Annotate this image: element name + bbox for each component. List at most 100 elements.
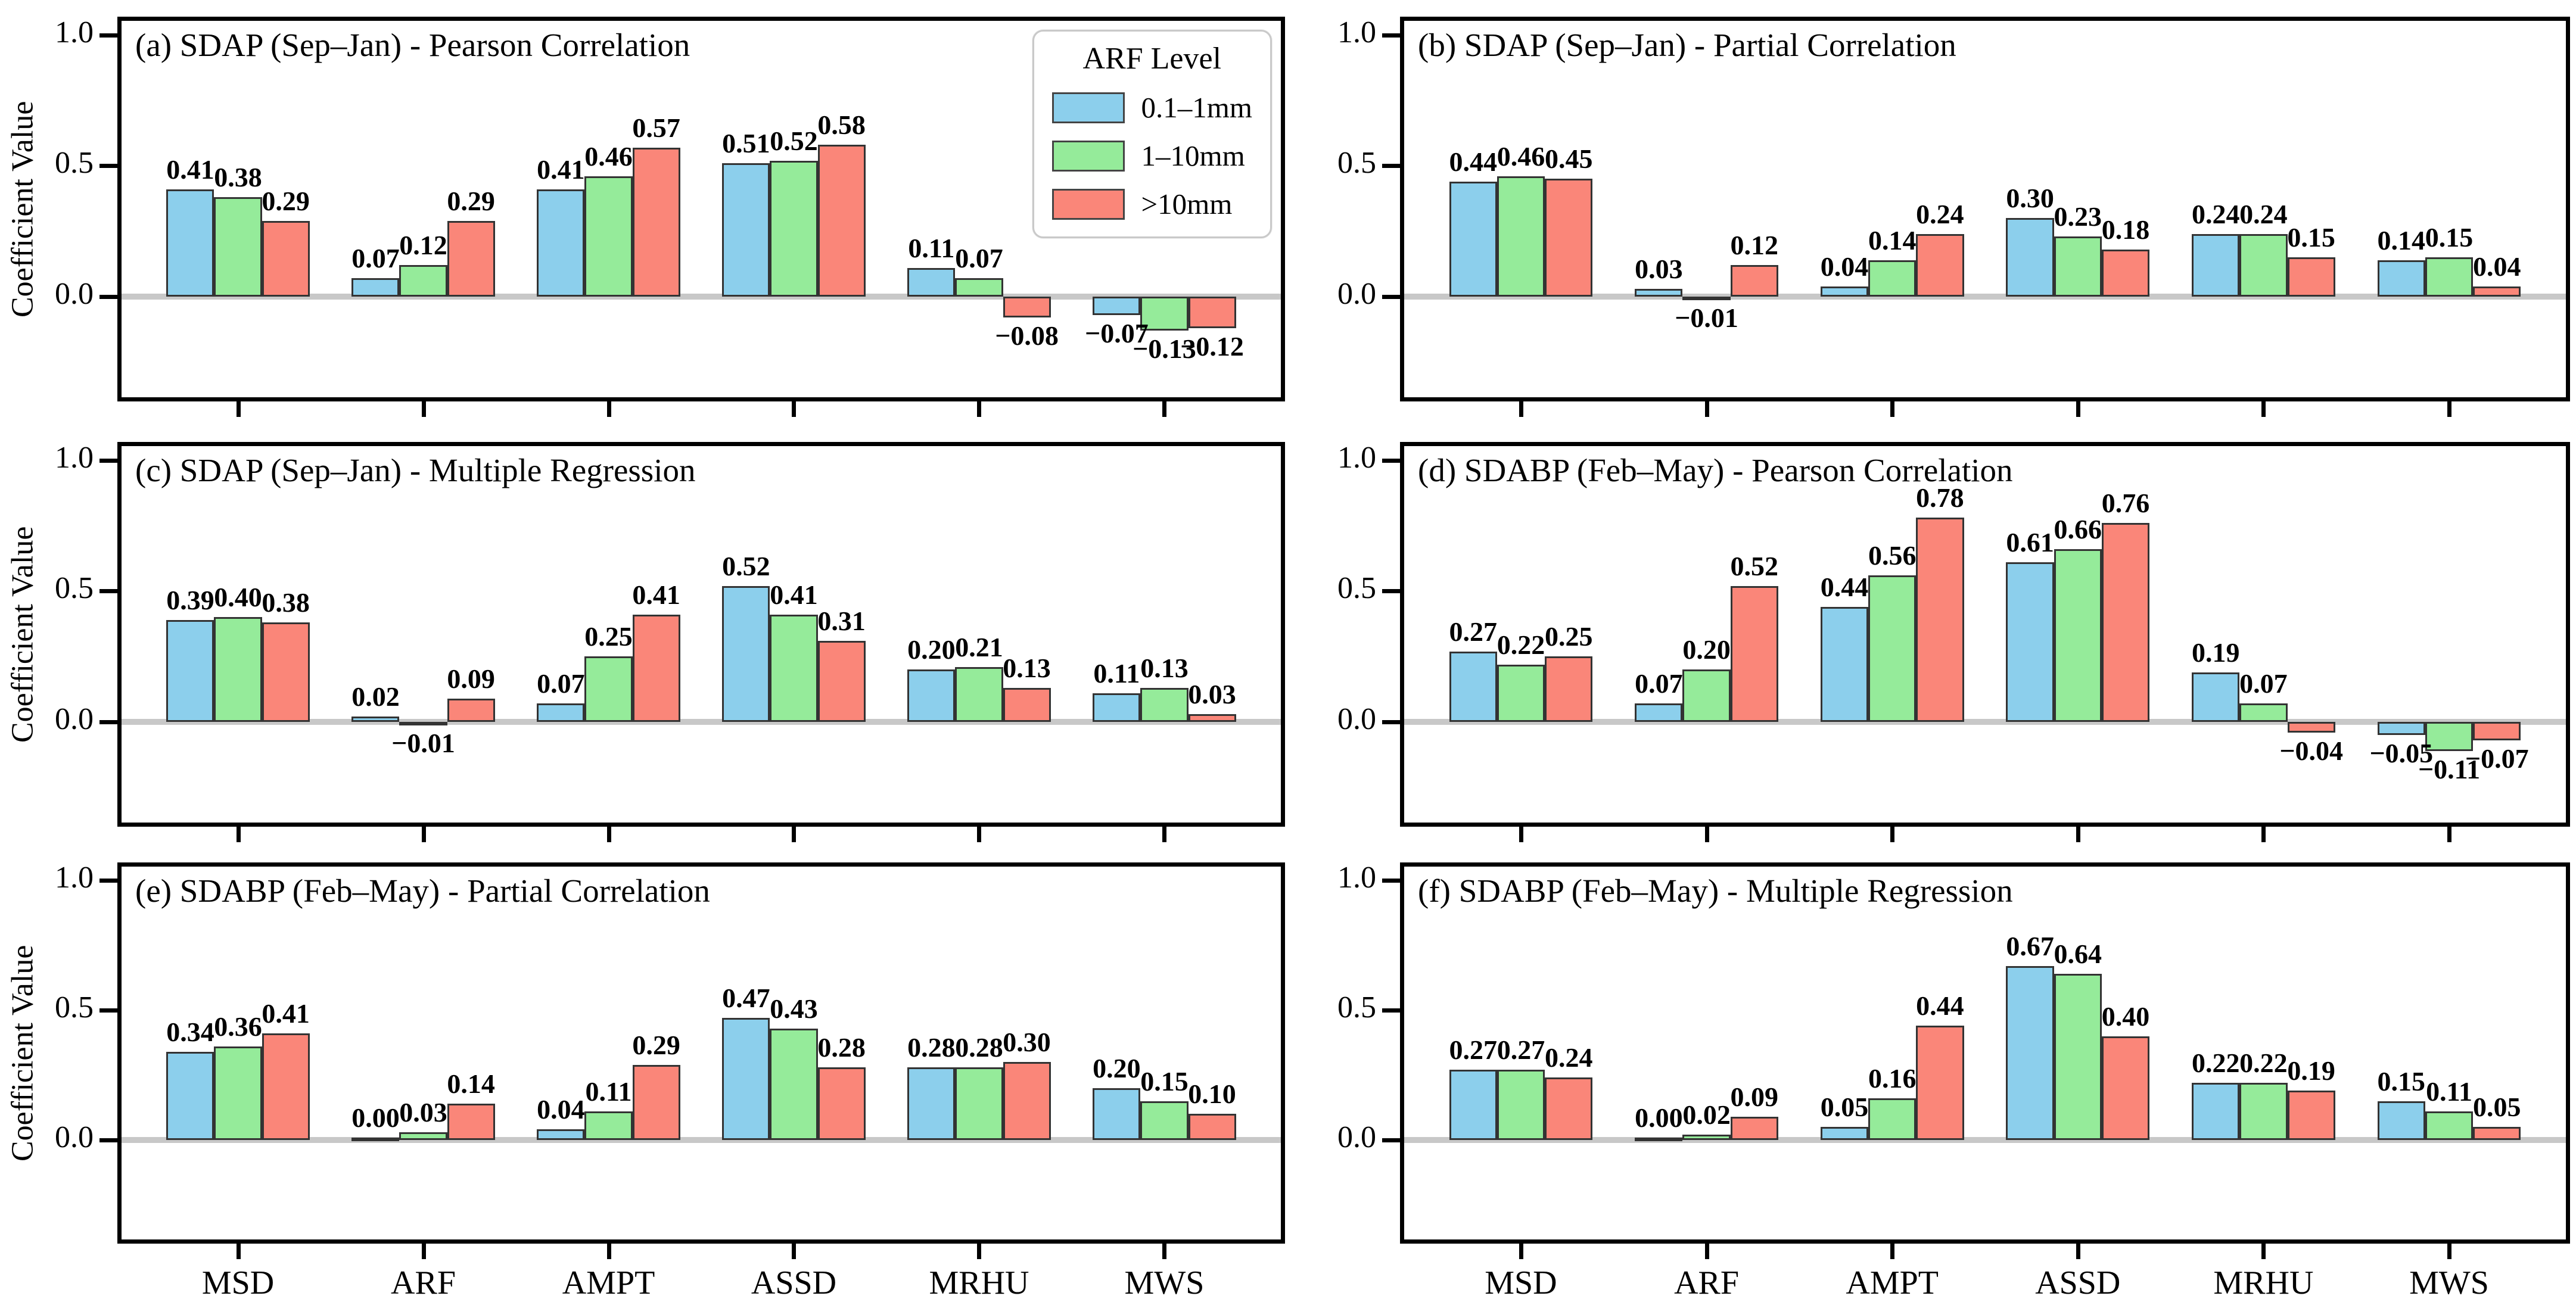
y-tick-mark: [99, 1138, 117, 1142]
bar: [214, 197, 262, 297]
bar: [166, 1051, 214, 1140]
zero-line: [1400, 719, 2570, 725]
x-tick-mark: [977, 401, 982, 417]
bar-value-label: 0.15: [1140, 1066, 1189, 1097]
bar: [214, 617, 262, 722]
bar-value-label: 0.52: [770, 125, 818, 156]
zero-line: [117, 294, 1285, 300]
x-tick-mark: [236, 827, 241, 842]
bar: [632, 1064, 680, 1140]
bar: [2101, 1036, 2150, 1140]
bar-value-label: 0.14: [1868, 225, 1917, 256]
bar-value-label: 0.11: [908, 232, 955, 263]
bar-value-label: 0.05: [1820, 1092, 1869, 1123]
bar: [1635, 703, 1683, 722]
x-tick-mark: [1162, 827, 1167, 842]
bar: [1093, 297, 1141, 315]
y-tick-label: 0.5: [55, 571, 94, 606]
bar: [2054, 236, 2102, 297]
bar-value-label: 0.27: [1449, 616, 1497, 647]
bar: [632, 615, 680, 722]
bar-value-label: 0.14: [447, 1068, 495, 1099]
legend-swatch-icon: [1051, 188, 1125, 220]
zero-line: [117, 1136, 1285, 1143]
bar-value-label: 0.21: [955, 631, 1003, 662]
bar: [1188, 297, 1236, 328]
bar: [1916, 518, 1964, 722]
x-tick-mark: [977, 827, 982, 842]
y-tick-label: 1.0: [55, 440, 94, 475]
bar-value-label: 0.44: [1916, 990, 1964, 1021]
bar: [1140, 297, 1189, 331]
y-tick-label: 0.0: [1337, 1120, 1376, 1154]
bar-value-label: 0.03: [399, 1097, 447, 1127]
bar-value-label: 0.02: [1682, 1099, 1731, 1130]
bar: [262, 622, 310, 722]
y-tick-mark: [99, 458, 117, 463]
y-tick-mark: [99, 164, 117, 169]
bar: [1682, 297, 1731, 301]
y-tick-mark: [1382, 458, 1400, 463]
y-tick-mark: [99, 720, 117, 725]
bar-value-label: 0.13: [1140, 653, 1189, 684]
bar: [2287, 1091, 2335, 1140]
x-tick-mark: [2076, 1244, 2080, 1259]
bar-value-label: 0.38: [214, 162, 262, 193]
bar: [1916, 1026, 1964, 1140]
bar: [770, 160, 818, 297]
bar: [817, 1067, 866, 1140]
bar: [1635, 1137, 1683, 1141]
x-tick-mark: [1162, 401, 1167, 417]
bar: [584, 1111, 633, 1140]
y-tick-label: 0.0: [1337, 277, 1376, 312]
panel-title: (e) SDABP (Feb–May) - Partial Correlatio…: [135, 873, 710, 909]
bar-value-label: 0.46: [584, 141, 633, 172]
bar: [537, 1129, 585, 1140]
x-tick-mark: [1890, 1244, 1895, 1259]
bar: [955, 666, 1003, 722]
bar-value-label: 0.15: [2287, 222, 2335, 253]
panel-title: (a) SDAP (Sep–Jan) - Pearson Correlation: [135, 27, 690, 63]
bar: [1003, 1062, 1051, 1140]
bar-value-label: 0.03: [1635, 254, 1683, 285]
x-tick-mark: [1519, 1244, 1523, 1259]
y-tick-mark: [99, 33, 117, 38]
panel-title: (c) SDAP (Sep–Jan) - Multiple Regression: [135, 452, 696, 488]
y-tick-mark: [1382, 295, 1400, 300]
bar: [1449, 651, 1497, 722]
bar: [1868, 260, 1917, 297]
bar-value-label: 0.57: [632, 112, 680, 143]
bar: [2425, 257, 2474, 297]
y-tick-label: 0.0: [55, 1120, 94, 1154]
x-tick-mark: [2261, 1244, 2266, 1259]
y-tick-label: 0.5: [55, 990, 94, 1025]
bar: [1868, 1098, 1917, 1140]
y-tick-mark: [1382, 720, 1400, 725]
bar-value-label: 0.11: [585, 1076, 632, 1107]
x-tick-mark: [1890, 827, 1895, 842]
bar: [2192, 672, 2240, 722]
bar: [262, 220, 310, 297]
bar: [2473, 286, 2521, 297]
x-tick-label: MWS: [1124, 1264, 1205, 1301]
bar-value-label: −0.13: [1133, 334, 1196, 365]
bar: [1682, 1135, 1731, 1140]
bar-value-label: 0.47: [722, 983, 770, 1014]
bar: [907, 669, 956, 722]
panel-d: 1.0 0.5 0.0 0.27 0.22 0.25 0.07 0.20 0.52 0.44 0.5…: [1337, 442, 2570, 842]
bar-value-label: 0.24: [1916, 198, 1964, 229]
x-tick-mark: [1890, 401, 1895, 417]
bar-value-label: 0.52: [1730, 550, 1779, 581]
bar-value-label: 0.12: [399, 230, 447, 261]
bar: [770, 615, 818, 722]
bar-value-label: 0.28: [955, 1032, 1003, 1063]
bar: [537, 703, 585, 722]
x-tick-mark: [977, 1244, 982, 1259]
bar-value-label: 0.24: [2239, 198, 2288, 229]
bar-value-label: 0.00: [351, 1102, 400, 1133]
y-tick-mark: [99, 1008, 117, 1013]
bar-value-label: 0.25: [584, 621, 633, 652]
bar-value-label: 0.51: [722, 128, 770, 159]
bar-value-label: 0.15: [2425, 222, 2474, 253]
bar-value-label: 0.44: [1820, 571, 1869, 602]
